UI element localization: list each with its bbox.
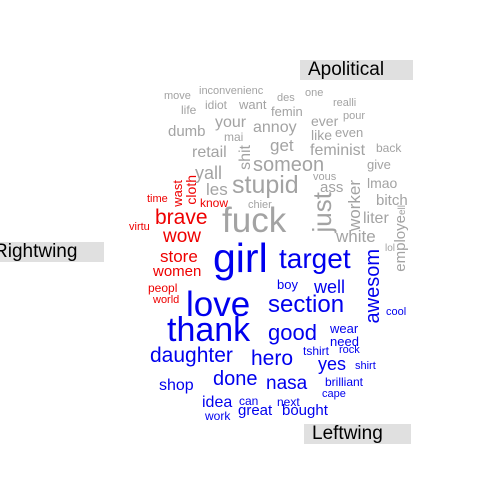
word-get: get — [270, 136, 294, 155]
rightwing-label: Rightwing — [0, 242, 104, 262]
word-fuck: fuck — [222, 201, 287, 240]
word-shit: shit — [237, 145, 254, 170]
word-bitch: bitch — [376, 192, 408, 209]
word-well: well — [314, 277, 346, 297]
word-good: good — [268, 320, 317, 345]
word-dumb: dumb — [168, 123, 206, 140]
word-ever: ever — [311, 113, 339, 129]
word-employe: employe — [392, 215, 409, 272]
word-shop: shop — [159, 377, 194, 394]
word-liter: liter — [363, 210, 389, 227]
word-brave: brave — [155, 206, 208, 229]
word-inconvenienc: inconvenienc — [199, 85, 264, 97]
word-realli: realli — [333, 97, 357, 109]
word-nasa: nasa — [266, 373, 308, 394]
word-want: want — [239, 97, 267, 112]
word-section: section — [268, 291, 345, 318]
word-idea: idea — [202, 394, 233, 411]
word-thank: thank — [167, 311, 251, 349]
word-need: need — [330, 334, 359, 349]
apolitical-label: Apolitical — [300, 60, 413, 80]
word-mai: mai — [224, 130, 244, 144]
word-chier: chier — [248, 199, 272, 211]
word-move: move — [164, 90, 191, 102]
word-done: done — [213, 368, 258, 390]
word-know: know — [200, 196, 229, 210]
word-love: love — [186, 285, 251, 324]
word-back: back — [376, 141, 402, 155]
word-awesom: awesom — [362, 249, 384, 324]
word-can: can — [239, 394, 259, 408]
word-boy: boy — [277, 277, 298, 292]
word-lmao: lmao — [367, 175, 398, 191]
word-annoy: annoy — [253, 119, 297, 136]
word-women: women — [153, 263, 202, 280]
word-like: like — [311, 127, 333, 143]
word-ell: ell — [397, 205, 408, 216]
word-white: white — [336, 227, 376, 246]
word-cape: cape — [322, 388, 346, 400]
word-great: great — [238, 402, 273, 419]
word-feminist: feminist — [310, 142, 366, 159]
word-someon: someon — [253, 154, 325, 176]
word-stupid: stupid — [232, 171, 299, 199]
word-idiot: idiot — [205, 98, 228, 112]
word-bought: bought — [282, 402, 328, 419]
word-wear: wear — [330, 321, 359, 336]
word-ass: ass — [320, 179, 344, 196]
word-cool: cool — [386, 306, 407, 318]
word-girl: girl — [213, 235, 268, 281]
word-rock: rock — [339, 344, 360, 356]
word-your: your — [215, 114, 247, 131]
word-des: des — [277, 92, 295, 104]
word-shirt: shirt — [355, 360, 376, 372]
word-worker: worker — [345, 180, 364, 232]
word-les: les — [206, 180, 228, 199]
word-wow: wow — [163, 226, 202, 247]
word-lol: lol — [385, 243, 396, 254]
word-peopl: peopl — [148, 281, 178, 295]
word-give: give — [367, 157, 391, 172]
word-target: target — [279, 243, 351, 274]
word-hero: hero — [251, 347, 294, 370]
word-yall: yall — [195, 163, 223, 183]
word-one: one — [305, 87, 324, 99]
word-femin: femin — [271, 104, 303, 119]
word-life: life — [181, 103, 197, 117]
word-cloth: cloth — [183, 175, 199, 205]
word-pour: pour — [343, 110, 366, 122]
word-vous: vous — [313, 171, 337, 183]
word-yes: yes — [318, 354, 347, 374]
word-retail: retail — [192, 144, 227, 161]
word-brilliant: brilliant — [325, 375, 364, 389]
word-world: world — [153, 294, 180, 306]
word-even: even — [335, 125, 364, 140]
word-virtu: virtu — [129, 221, 150, 233]
word-daughter: daughter — [150, 344, 233, 367]
word-next: next — [277, 395, 300, 409]
word-tshirt: tshirt — [303, 344, 330, 358]
word-store: store — [160, 247, 198, 266]
word-time: time — [147, 193, 168, 205]
leftwing-label: Leftwing — [304, 424, 411, 444]
word-just: just — [307, 192, 337, 233]
word-work: work — [205, 409, 231, 423]
